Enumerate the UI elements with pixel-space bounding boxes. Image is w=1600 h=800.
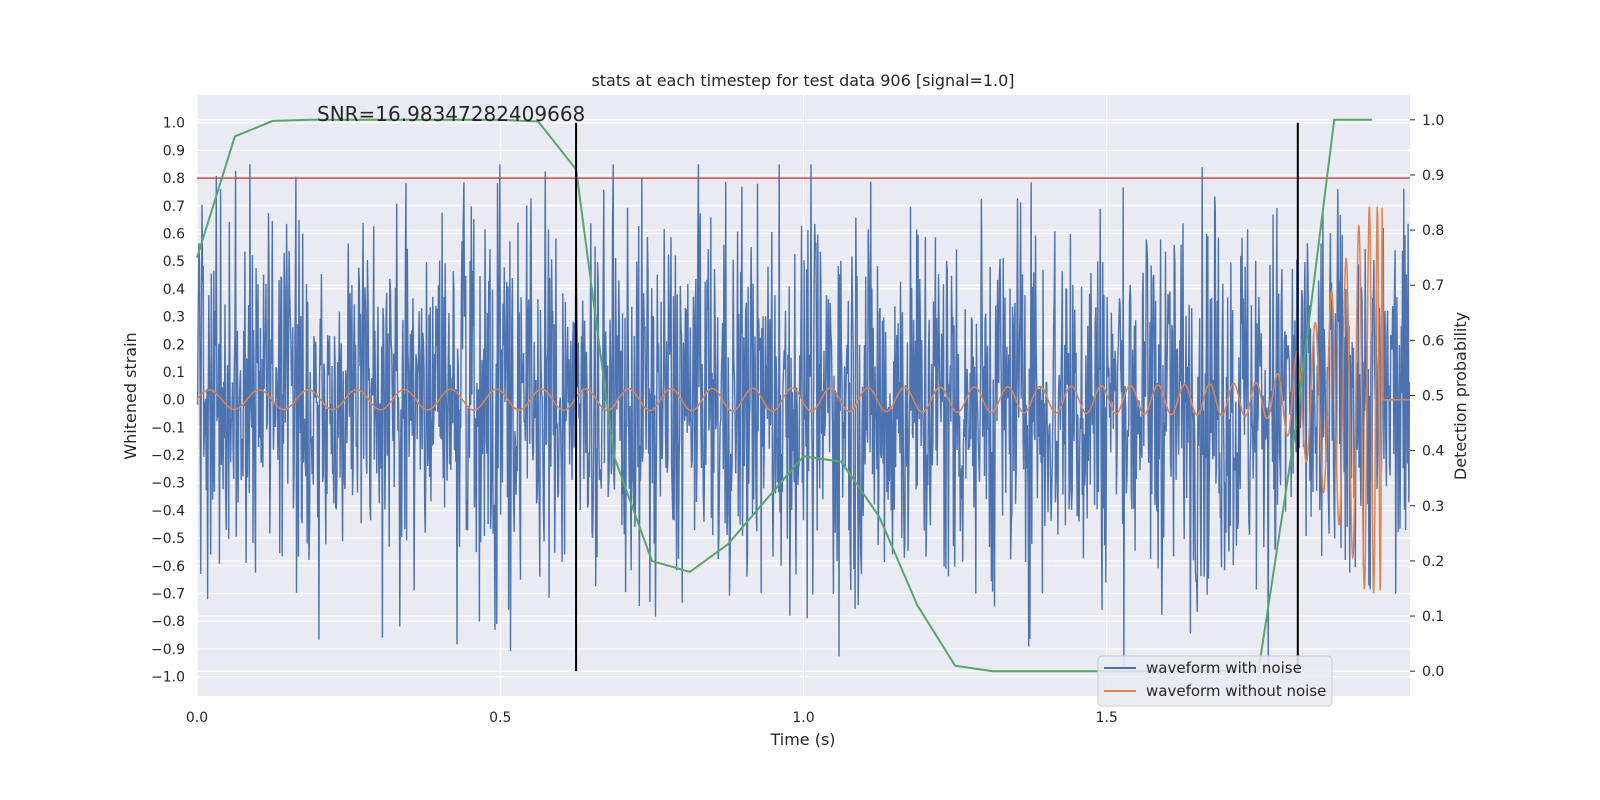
x-tick-label: 1.5 (1096, 710, 1118, 726)
x-tick-label: 0.0 (186, 710, 208, 726)
noisy-waveform-line (196, 164, 1411, 669)
y-tick-label: −0.9 (151, 642, 185, 658)
y-tick-label: 0.7 (163, 199, 185, 215)
y-tick-label: −0.7 (151, 587, 185, 603)
y2-tick-label: 0.5 (1422, 389, 1444, 405)
y2-tick-label: 0.9 (1422, 168, 1444, 184)
y-tick-label: 0.8 (163, 171, 185, 187)
y-tick-label: −1.0 (151, 670, 185, 686)
y-tick-label: −0.5 (151, 531, 185, 547)
y-tick-label: 0.9 (163, 143, 185, 159)
legend-box (1097, 655, 1333, 707)
y-tick-label: 0.4 (163, 282, 185, 298)
legend-label-noise: waveform with noise (1146, 659, 1302, 677)
y-tick-label: 0.6 (163, 226, 185, 242)
y2-tick-label: 0.8 (1422, 223, 1444, 239)
y2-tick-label: 0.7 (1422, 278, 1444, 294)
x-tick-label: 0.5 (489, 710, 511, 726)
legend-label-clean: waveform without noise (1146, 682, 1326, 700)
y-axis-ticks: 1.0 0.9 0.8 0.7 0.6 0.5 0.4 0.3 0.2 0.1 0.0 −0.1 −0.… (151, 116, 185, 686)
legend: waveform with noise waveform without noi… (1097, 655, 1333, 707)
x-axis-label: Time (s) (769, 730, 835, 749)
y-tick-label: −0.8 (151, 614, 185, 630)
y2-tick-label: 1.0 (1422, 113, 1444, 129)
y-tick-label: 0.3 (163, 310, 185, 326)
y2-tick-label: 0.3 (1422, 499, 1444, 515)
y-tick-label: −0.3 (151, 476, 185, 492)
y-tick-label: −0.2 (151, 448, 185, 464)
snr-annotation: SNR=16.98347282409668 (317, 102, 585, 126)
y2-tick-label: 0.0 (1422, 664, 1444, 680)
y2-tick-label: 0.4 (1422, 444, 1444, 460)
y-tick-label: 0.5 (163, 254, 185, 270)
y-axis-label: Whitened strain (121, 332, 140, 459)
y2-tick-label: 0.1 (1422, 609, 1444, 625)
x-tick-label: 1.0 (792, 710, 814, 726)
y-tick-label: −0.1 (151, 420, 185, 436)
y2-tick-label: 0.6 (1422, 333, 1444, 349)
y-tick-label: 0.2 (163, 337, 185, 353)
chart-title: stats at each timestep for test data 906… (591, 71, 1014, 90)
y-tick-label: 1.0 (163, 116, 185, 132)
y-tick-label: 0.1 (163, 365, 185, 381)
y2-tick-label: 0.2 (1422, 554, 1444, 570)
y-tick-label: 0.0 (163, 393, 185, 409)
y-tick-label: −0.4 (151, 503, 185, 519)
y-tick-label: −0.6 (151, 559, 185, 575)
y2-axis-label: Detection probability (1451, 312, 1470, 480)
clean-waveform-line (196, 206, 1410, 594)
y2-axis-ticks: 1.0 0.9 0.8 0.7 0.6 0.5 0.4 0.3 0.2 0.1 0.0 (1410, 113, 1444, 680)
x-axis-ticks: 0.0 0.5 1.0 1.5 (186, 710, 1118, 726)
